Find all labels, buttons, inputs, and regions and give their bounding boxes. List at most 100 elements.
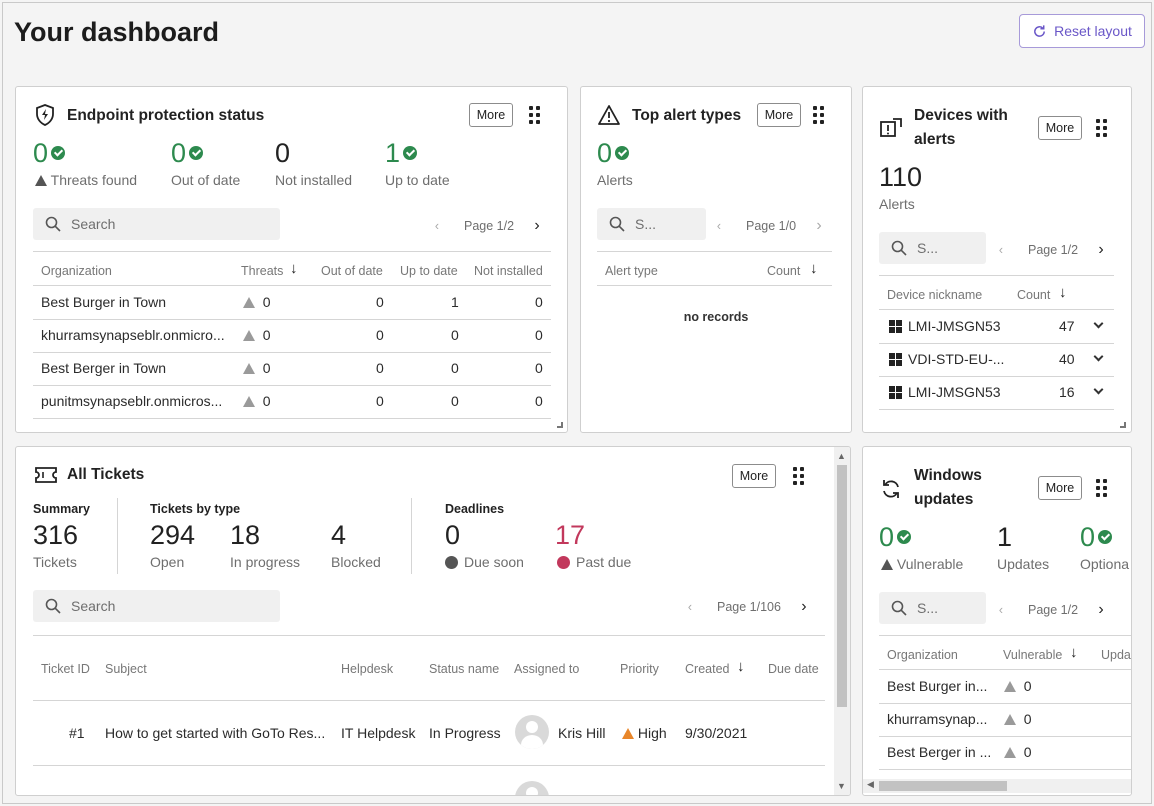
warning-icon [35, 174, 47, 186]
col-count[interactable]: Count [767, 264, 801, 278]
col-due-date[interactable]: Due date [768, 662, 819, 676]
devices-drag-handle[interactable] [1096, 119, 1108, 137]
endpoint-drag-handle[interactable] [529, 106, 541, 124]
chevron-down-icon[interactable] [1093, 384, 1104, 395]
windows-icon [889, 386, 902, 399]
warning-icon [243, 296, 255, 308]
col-organization[interactable]: Organization [41, 264, 112, 278]
devices-more-button[interactable]: More [1038, 116, 1082, 140]
sort-down-icon[interactable]: ↓ [290, 260, 298, 277]
sort-down-icon[interactable]: ↓ [810, 260, 818, 277]
open-label: Open [150, 554, 185, 570]
alert-types-more-button[interactable]: More [757, 103, 801, 127]
alert-types-search-input[interactable]: S... [597, 208, 706, 240]
warning-icon [1004, 746, 1016, 758]
next-page-icon[interactable]: › [801, 598, 807, 615]
next-page-icon[interactable]: › [1098, 601, 1104, 618]
alert-types-drag-handle[interactable] [813, 106, 825, 124]
col-ticket-id[interactable]: Ticket ID [41, 662, 90, 676]
next-page-icon[interactable]: › [1098, 241, 1104, 258]
tickets-pager: ‹ Page 1/106 › [685, 598, 809, 616]
prev-page-icon[interactable]: ‹ [998, 603, 1004, 617]
vulnerable-cell: 0 [1004, 744, 1032, 760]
up-cell: 1 [451, 294, 459, 310]
col-status-name[interactable]: Status name [429, 662, 500, 676]
updates-drag-handle[interactable] [1096, 479, 1108, 497]
optional-value: 0 [1080, 522, 1113, 552]
updates-pager: ‹ Page 1/2 › [996, 601, 1106, 619]
col-helpdesk[interactable]: Helpdesk [341, 662, 394, 676]
empty-state-text: no records [683, 310, 749, 324]
count-cell: 40 [1059, 351, 1075, 367]
updates-h-scrollbar-thumb[interactable] [879, 781, 1007, 791]
prev-page-icon[interactable]: ‹ [998, 243, 1004, 257]
endpoint-more-button[interactable]: More [469, 103, 513, 127]
priority-high-icon [622, 727, 634, 739]
chevron-down-icon[interactable] [1093, 318, 1104, 329]
resize-handle[interactable] [557, 422, 563, 428]
devices-alerts-label: Alerts [879, 196, 915, 212]
col-vulnerable[interactable]: Vulnerable [1003, 648, 1063, 662]
col-created[interactable]: Created [685, 662, 730, 676]
out-cell: 0 [376, 393, 384, 409]
col-not-installed[interactable]: Not installed [474, 264, 543, 278]
priority-cell: High [622, 725, 667, 741]
search-placeholder: S... [917, 600, 939, 616]
device-name-cell: LMI-JMSGN53 [908, 384, 1001, 400]
warning-icon [1004, 713, 1016, 725]
search-icon [891, 240, 907, 256]
not-cell: 0 [535, 327, 543, 343]
org-cell: khurramsynapseblr.onmicro... [41, 327, 225, 343]
clock-icon [557, 555, 570, 569]
status-cell: In Progress [429, 725, 501, 741]
reset-layout-button[interactable]: Reset layout [1019, 14, 1145, 48]
chevron-down-icon[interactable] [1093, 351, 1104, 362]
tickets-search-input[interactable]: Search [33, 590, 280, 622]
org-cell: Best Berger in Town [41, 360, 167, 376]
sort-down-icon[interactable]: ↓ [737, 658, 745, 675]
prev-page-icon[interactable]: ‹ [716, 219, 722, 233]
check-icon [403, 145, 418, 160]
tickets-scrollbar-thumb[interactable] [837, 465, 847, 707]
col-count[interactable]: Count [1017, 288, 1051, 302]
threats-cell: 0 [243, 393, 271, 409]
check-icon [615, 145, 630, 160]
sort-down-icon[interactable]: ↓ [1059, 284, 1067, 301]
device-alert-icon [880, 118, 902, 137]
threats-cell: 0 [243, 294, 271, 310]
alerts-label: Alerts [597, 172, 633, 188]
sort-down-icon[interactable]: ↓ [1070, 644, 1078, 661]
col-organization[interactable]: Organization [887, 648, 958, 662]
search-placeholder: Search [71, 598, 116, 614]
prev-page-icon[interactable]: ‹ [434, 219, 440, 233]
tickets-drag-handle[interactable] [793, 467, 805, 485]
search-placeholder: Search [71, 216, 116, 232]
tickets-by-type-heading: Tickets by type [150, 502, 241, 516]
top-alert-types-card: Top alert types More 0 Alerts S... ‹ Pag… [580, 86, 852, 433]
prev-page-icon[interactable]: ‹ [687, 600, 693, 614]
next-page-icon[interactable]: › [534, 217, 540, 234]
endpoint-search-input[interactable]: Search [33, 208, 280, 240]
col-device-nickname[interactable]: Device nickname [887, 288, 983, 302]
col-subject[interactable]: Subject [105, 662, 147, 676]
next-page-icon[interactable]: › [816, 217, 822, 234]
due-soon-label: Due soon [445, 554, 524, 570]
threats-found-label: Threats found [35, 172, 137, 188]
not-cell: 0 [535, 393, 543, 409]
tickets-more-button[interactable]: More [732, 464, 776, 488]
col-up-to-date[interactable]: Up to date [400, 264, 458, 278]
col-out-of-date[interactable]: Out of date [321, 264, 383, 278]
table-row-partial[interactable] [33, 781, 825, 795]
windows-icon [889, 353, 902, 366]
col-assigned-to[interactable]: Assigned to [514, 662, 580, 676]
col-alert-type[interactable]: Alert type [605, 264, 658, 278]
col-threats[interactable]: Threats [241, 264, 284, 278]
updates-search-input[interactable]: S... [879, 592, 986, 624]
col-priority[interactable]: Priority [620, 662, 659, 676]
devices-search-input[interactable]: S... [879, 232, 986, 264]
resize-handle[interactable] [1120, 422, 1126, 428]
up-cell: 0 [451, 393, 459, 409]
col-updates[interactable]: Upda [1101, 648, 1131, 662]
updates-more-button[interactable]: More [1038, 476, 1082, 500]
threats-found-value: 0 [33, 138, 66, 168]
